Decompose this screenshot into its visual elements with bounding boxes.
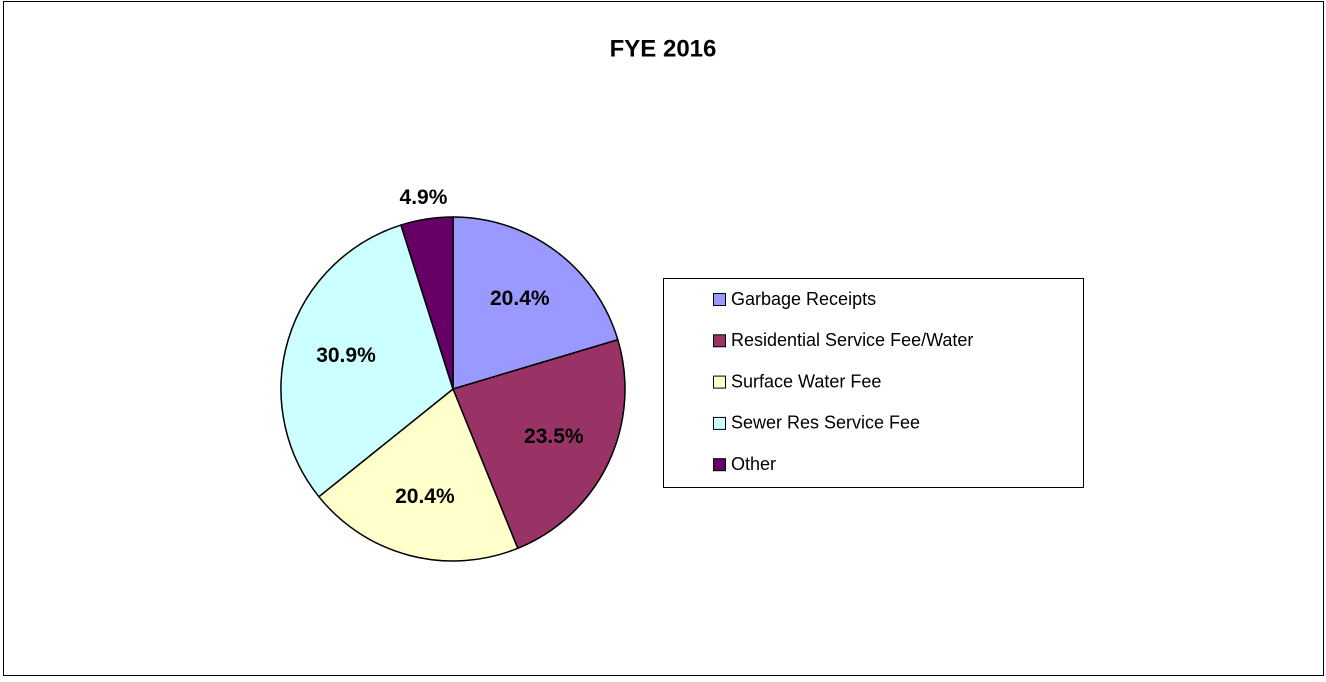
pie-slice <box>280 224 454 498</box>
pie-slice <box>317 387 519 562</box>
legend-label: Sewer Res Service Fee <box>731 413 920 433</box>
legend-label: Other <box>731 454 776 474</box>
legend-label: Residential Service Fee/Water <box>731 330 973 350</box>
legend-swatch <box>713 458 726 472</box>
data-label: 20.4% <box>490 287 550 310</box>
chart-title: FYE 2016 <box>610 35 717 62</box>
data-label: 4.9% <box>400 186 448 209</box>
legend-swatch <box>713 416 726 430</box>
pie-slice <box>451 338 626 550</box>
legend-label: Garbage Receipts <box>731 289 876 309</box>
legend-swatch <box>713 334 726 348</box>
pie-slice <box>452 216 619 391</box>
legend-swatch <box>713 375 726 389</box>
pie-slice <box>399 216 454 390</box>
legend-label: Surface Water Fee <box>731 371 881 391</box>
data-label: 30.9% <box>316 344 376 367</box>
legend-box <box>663 278 1084 488</box>
data-label: 23.5% <box>524 425 584 448</box>
data-label: 20.4% <box>395 485 455 508</box>
legend-swatch <box>713 293 726 306</box>
